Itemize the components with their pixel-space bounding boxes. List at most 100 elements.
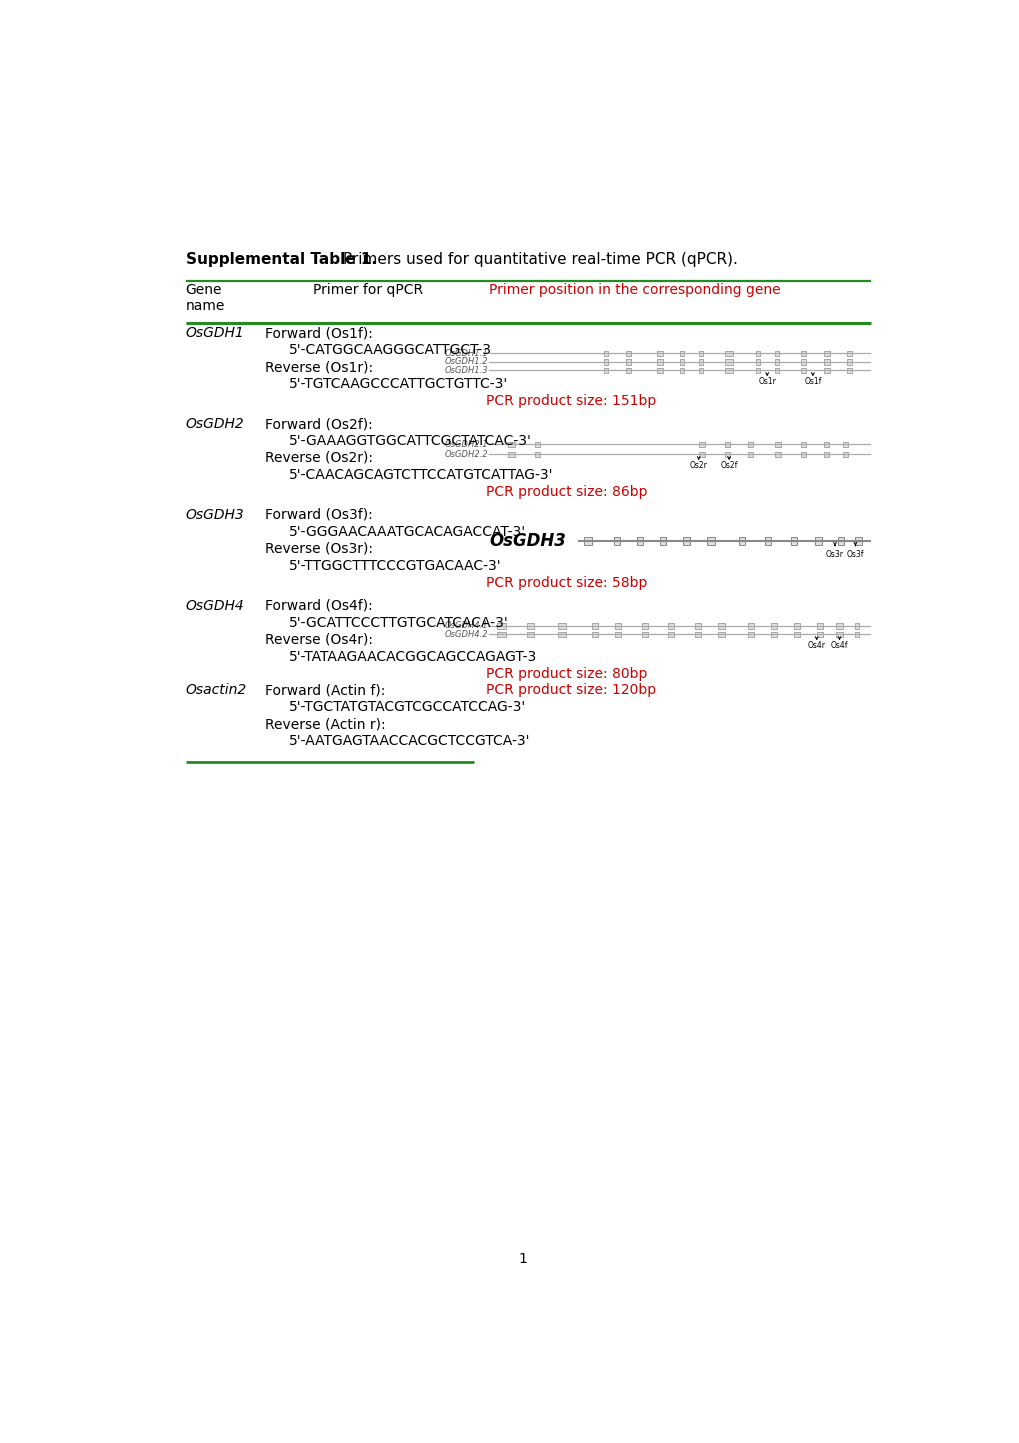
- Bar: [584, 537, 592, 545]
- Text: Forward (Os1f):: Forward (Os1f):: [265, 326, 373, 341]
- Bar: [793, 632, 799, 638]
- Bar: [843, 452, 847, 457]
- Bar: [706, 537, 714, 545]
- Bar: [698, 442, 704, 447]
- Text: Os4r: Os4r: [807, 641, 824, 651]
- Bar: [847, 359, 851, 365]
- Bar: [603, 368, 607, 372]
- Text: OsGDH1.1: OsGDH1.1: [444, 349, 487, 358]
- Text: PCR product size: 86bp: PCR product size: 86bp: [485, 485, 646, 499]
- Text: 5'-TTGGCTTTCCCGTGACAAC-3': 5'-TTGGCTTTCCCGTGACAAC-3': [288, 558, 500, 573]
- Text: Os3f: Os3f: [846, 550, 863, 558]
- Bar: [626, 368, 631, 372]
- Text: name: name: [185, 299, 225, 313]
- Bar: [636, 537, 642, 545]
- Text: OsGDH4.1: OsGDH4.1: [444, 622, 487, 631]
- Bar: [764, 537, 770, 545]
- Bar: [774, 452, 781, 457]
- Bar: [614, 623, 621, 629]
- Bar: [679, 351, 684, 356]
- Text: OsGDH2.2: OsGDH2.2: [444, 450, 487, 459]
- Text: Os1f: Os1f: [803, 377, 820, 387]
- Bar: [557, 632, 566, 638]
- Text: OsGDH4.2: OsGDH4.2: [444, 631, 487, 639]
- Text: OsGDH3: OsGDH3: [489, 532, 567, 550]
- Bar: [603, 359, 607, 365]
- Bar: [791, 537, 797, 545]
- Text: 5'-GCATTCCCTTGTGCATCACA-3': 5'-GCATTCCCTTGTGCATCACA-3': [288, 616, 507, 629]
- Bar: [717, 632, 725, 638]
- Text: Primers used for quantitative real-time PCR (qPCR).: Primers used for quantitative real-time …: [337, 253, 737, 267]
- Bar: [659, 537, 665, 545]
- Text: Reverse (Actin r):: Reverse (Actin r):: [265, 717, 386, 732]
- Bar: [614, 632, 621, 638]
- Text: Primer for qPCR: Primer for qPCR: [313, 283, 423, 297]
- Bar: [855, 537, 861, 545]
- Text: Gene: Gene: [185, 283, 222, 297]
- Bar: [683, 537, 689, 545]
- Text: 5'-TATAAGAACACGGCAGCCAGAGT-3: 5'-TATAAGAACACGGCAGCCAGAGT-3: [288, 649, 536, 664]
- Text: Os1r: Os1r: [757, 377, 775, 387]
- Bar: [823, 359, 829, 365]
- Bar: [496, 623, 505, 629]
- Bar: [656, 368, 662, 372]
- Text: OsGDH1.3: OsGDH1.3: [444, 365, 487, 375]
- Bar: [770, 632, 776, 638]
- Bar: [814, 537, 821, 545]
- Bar: [694, 632, 700, 638]
- Bar: [854, 632, 859, 638]
- Bar: [679, 359, 684, 365]
- Bar: [801, 351, 805, 356]
- Bar: [535, 452, 539, 457]
- Bar: [535, 442, 539, 447]
- Text: Reverse (Os1r):: Reverse (Os1r):: [265, 361, 373, 374]
- Text: Forward (Os2f):: Forward (Os2f):: [265, 417, 373, 431]
- Text: Osactin2: Osactin2: [185, 684, 247, 697]
- Bar: [725, 359, 733, 365]
- Text: Os2f: Os2f: [719, 462, 737, 470]
- Bar: [698, 452, 704, 457]
- Text: Forward (Os3f):: Forward (Os3f):: [265, 508, 373, 522]
- Bar: [698, 351, 703, 356]
- Bar: [835, 623, 843, 629]
- Bar: [626, 359, 631, 365]
- Text: 5'-GGGAACAAATGCACAGACCAT-3': 5'-GGGAACAAATGCACAGACCAT-3': [288, 525, 526, 538]
- Bar: [755, 351, 760, 356]
- Bar: [725, 452, 730, 457]
- Bar: [847, 368, 851, 372]
- Text: Reverse (Os4r):: Reverse (Os4r):: [265, 632, 373, 646]
- Bar: [837, 537, 844, 545]
- Bar: [725, 368, 733, 372]
- Text: Reverse (Os3r):: Reverse (Os3r):: [265, 541, 373, 556]
- Bar: [557, 623, 566, 629]
- Bar: [612, 537, 620, 545]
- Bar: [816, 623, 822, 629]
- Bar: [854, 623, 859, 629]
- Bar: [793, 623, 799, 629]
- Bar: [679, 368, 684, 372]
- Bar: [748, 632, 754, 638]
- Bar: [667, 632, 674, 638]
- Text: PCR product size: 120bp: PCR product size: 120bp: [485, 684, 655, 697]
- Bar: [717, 623, 725, 629]
- Bar: [527, 623, 533, 629]
- Bar: [725, 442, 730, 447]
- Bar: [748, 623, 754, 629]
- Text: Forward (Actin f):: Forward (Actin f):: [265, 684, 385, 697]
- Bar: [603, 351, 607, 356]
- Text: PCR product size: 58bp: PCR product size: 58bp: [485, 576, 646, 590]
- Text: Os3r: Os3r: [825, 550, 843, 558]
- Bar: [496, 632, 505, 638]
- Bar: [843, 442, 847, 447]
- Bar: [698, 359, 703, 365]
- Bar: [801, 368, 805, 372]
- Bar: [698, 368, 703, 372]
- Bar: [801, 452, 805, 457]
- Text: Primer position in the corresponding gene: Primer position in the corresponding gen…: [489, 283, 781, 297]
- Bar: [738, 537, 744, 545]
- Text: Reverse (Os2r):: Reverse (Os2r):: [265, 450, 373, 465]
- Text: OsGDH1: OsGDH1: [185, 326, 245, 341]
- Text: OsGDH2.1: OsGDH2.1: [444, 440, 487, 449]
- Text: 5'-TGCTATGTACGTCGCCATCCAG-3': 5'-TGCTATGTACGTCGCCATCCAG-3': [288, 700, 526, 714]
- Text: Supplemental Table 1.: Supplemental Table 1.: [185, 253, 376, 267]
